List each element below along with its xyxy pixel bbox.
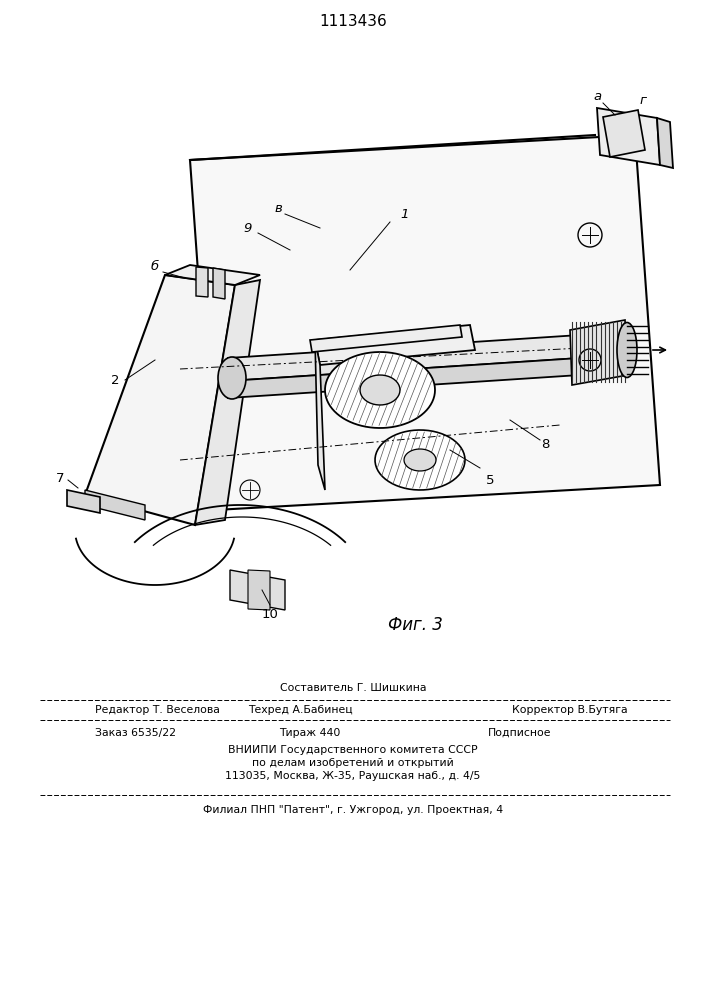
Polygon shape xyxy=(190,135,660,510)
Text: 8: 8 xyxy=(541,438,549,452)
Text: г: г xyxy=(640,94,646,106)
Polygon shape xyxy=(196,267,208,297)
Text: ВНИИПИ Государственного комитета СССР: ВНИИПИ Государственного комитета СССР xyxy=(228,745,478,755)
Polygon shape xyxy=(404,449,436,471)
Text: а: а xyxy=(594,91,602,104)
Text: 113035, Москва, Ж-35, Раушская наб., д. 4/5: 113035, Москва, Ж-35, Раушская наб., д. … xyxy=(226,771,481,781)
Text: Составитель Г. Шишкина: Составитель Г. Шишкина xyxy=(280,683,426,693)
Polygon shape xyxy=(315,340,325,490)
Polygon shape xyxy=(657,118,673,168)
Text: 2: 2 xyxy=(111,373,119,386)
Text: 7: 7 xyxy=(56,472,64,485)
Polygon shape xyxy=(248,570,270,610)
Polygon shape xyxy=(570,320,628,385)
Polygon shape xyxy=(213,268,225,299)
Polygon shape xyxy=(228,335,580,381)
Polygon shape xyxy=(325,352,435,428)
Text: Подписное: Подписное xyxy=(489,728,551,738)
Text: Заказ 6535/22: Заказ 6535/22 xyxy=(95,728,176,738)
Ellipse shape xyxy=(617,322,637,377)
Polygon shape xyxy=(195,280,260,525)
Text: Филиал ПНП "Патент", г. Ужгород, ул. Проектная, 4: Филиал ПНП "Патент", г. Ужгород, ул. Про… xyxy=(203,805,503,815)
Polygon shape xyxy=(315,325,475,365)
Polygon shape xyxy=(375,430,465,490)
Text: Тираж 440: Тираж 440 xyxy=(279,728,341,738)
Polygon shape xyxy=(230,570,285,610)
Polygon shape xyxy=(165,265,260,285)
Text: 9: 9 xyxy=(244,222,252,234)
Text: 5: 5 xyxy=(486,474,494,487)
Text: Корректор В.Бутяга: Корректор В.Бутяга xyxy=(512,705,628,715)
Polygon shape xyxy=(603,110,645,157)
Text: 1: 1 xyxy=(401,209,409,222)
Text: Фиг. 3: Фиг. 3 xyxy=(387,616,443,634)
Polygon shape xyxy=(67,490,100,513)
Text: 1113436: 1113436 xyxy=(319,14,387,29)
Text: б: б xyxy=(151,260,159,273)
Text: Техред А.Бабинец: Техред А.Бабинец xyxy=(247,705,352,715)
Polygon shape xyxy=(228,358,580,398)
Polygon shape xyxy=(85,490,145,520)
Polygon shape xyxy=(85,275,235,525)
Text: по делам изобретений и открытий: по делам изобретений и открытий xyxy=(252,758,454,768)
Ellipse shape xyxy=(218,357,246,399)
Polygon shape xyxy=(360,375,400,405)
Polygon shape xyxy=(310,325,462,352)
Text: Редактор Т. Веселова: Редактор Т. Веселова xyxy=(95,705,220,715)
Text: 10: 10 xyxy=(262,608,279,621)
Text: в: в xyxy=(274,202,282,215)
Polygon shape xyxy=(597,108,660,165)
